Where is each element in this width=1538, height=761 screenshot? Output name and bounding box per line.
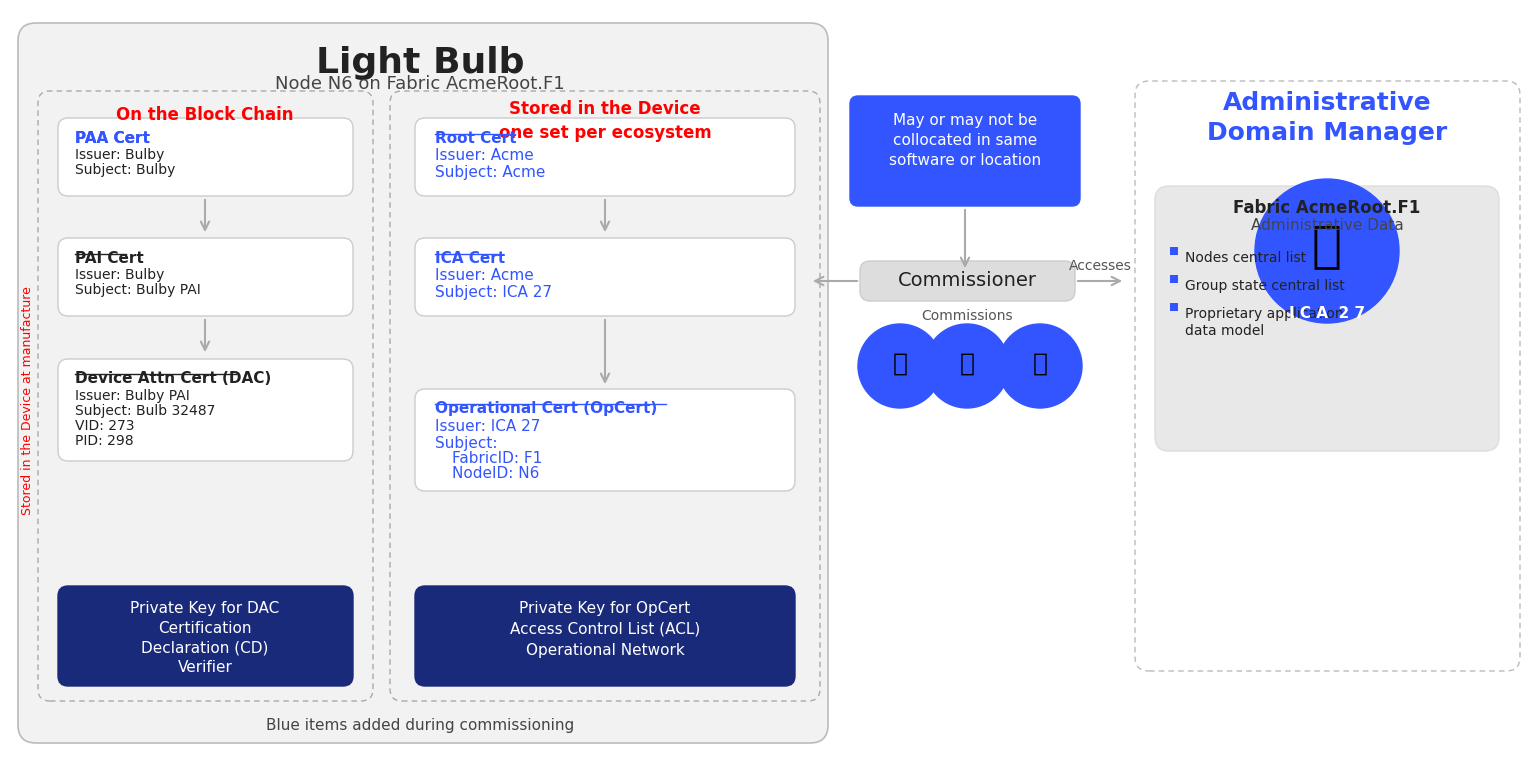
FancyBboxPatch shape (58, 118, 354, 196)
Circle shape (924, 324, 1009, 408)
Text: Subject: ICA 27: Subject: ICA 27 (435, 285, 552, 300)
Text: Commissioner: Commissioner (898, 271, 1037, 290)
Circle shape (998, 324, 1083, 408)
FancyBboxPatch shape (860, 261, 1075, 301)
Text: On the Block Chain: On the Block Chain (117, 106, 294, 124)
Text: Stored in the Device
one set per ecosystem: Stored in the Device one set per ecosyst… (498, 100, 712, 142)
FancyBboxPatch shape (18, 23, 827, 743)
FancyBboxPatch shape (415, 118, 795, 196)
Text: Operational Cert (OpCert): Operational Cert (OpCert) (435, 401, 657, 416)
Text: I C A  2 7: I C A 2 7 (1289, 306, 1366, 321)
Text: Light Bulb: Light Bulb (315, 46, 524, 80)
Text: Subject: Bulby PAI: Subject: Bulby PAI (75, 283, 201, 297)
Text: 🏛: 🏛 (1312, 222, 1343, 270)
Text: ICA Cert: ICA Cert (435, 251, 504, 266)
Text: Private Key for OpCert
Access Control List (ACL)
Operational Network: Private Key for OpCert Access Control Li… (511, 601, 700, 658)
FancyBboxPatch shape (1135, 81, 1520, 671)
Bar (1170, 303, 1178, 311)
FancyBboxPatch shape (1155, 186, 1500, 451)
Text: Issuer: ICA 27: Issuer: ICA 27 (435, 419, 540, 434)
FancyBboxPatch shape (58, 238, 354, 316)
Text: Subject: Acme: Subject: Acme (435, 165, 546, 180)
Circle shape (1255, 179, 1400, 323)
FancyBboxPatch shape (415, 238, 795, 316)
FancyBboxPatch shape (58, 359, 354, 461)
Text: PAA Cert: PAA Cert (75, 131, 149, 146)
Text: NodeID: N6: NodeID: N6 (452, 466, 540, 481)
Text: May or may not be
collocated in same
software or location: May or may not be collocated in same sof… (889, 113, 1041, 167)
Text: Issuer: Acme: Issuer: Acme (435, 148, 534, 163)
Text: Subject: Bulby: Subject: Bulby (75, 163, 175, 177)
FancyBboxPatch shape (391, 91, 820, 701)
Text: Issuer: Acme: Issuer: Acme (435, 268, 534, 283)
Text: Subject:: Subject: (435, 436, 497, 451)
Text: Private Key for DAC
Certification
Declaration (CD)
Verifier: Private Key for DAC Certification Declar… (131, 601, 280, 676)
Text: Commissions: Commissions (921, 309, 1014, 323)
Circle shape (858, 324, 941, 408)
FancyBboxPatch shape (415, 586, 795, 686)
Text: Issuer: Bulby: Issuer: Bulby (75, 148, 165, 162)
Bar (1170, 275, 1178, 283)
Text: 📱: 📱 (1032, 352, 1047, 376)
Text: VID: 273: VID: 273 (75, 419, 134, 433)
Bar (1170, 247, 1178, 255)
Text: Subject: Bulb 32487: Subject: Bulb 32487 (75, 404, 215, 418)
Text: Stored in the Device at manufacture: Stored in the Device at manufacture (22, 287, 34, 515)
Text: Issuer: Bulby: Issuer: Bulby (75, 268, 165, 282)
FancyBboxPatch shape (58, 586, 354, 686)
Text: PAI Cert: PAI Cert (75, 251, 143, 266)
Text: Nodes central list: Nodes central list (1184, 251, 1306, 265)
Text: Administrative
Domain Manager: Administrative Domain Manager (1207, 91, 1447, 145)
FancyBboxPatch shape (38, 91, 374, 701)
Text: Issuer: Bulby PAI: Issuer: Bulby PAI (75, 389, 189, 403)
Text: Administrative Data: Administrative Data (1250, 218, 1403, 233)
Text: 🗄: 🗄 (960, 352, 975, 376)
Text: FabricID: F1: FabricID: F1 (452, 451, 543, 466)
Text: PID: 298: PID: 298 (75, 434, 134, 448)
Text: Accesses: Accesses (1069, 259, 1132, 273)
Text: Blue items added during commissioning: Blue items added during commissioning (266, 718, 574, 733)
Text: 📱: 📱 (892, 352, 907, 376)
Text: Group state central list: Group state central list (1184, 279, 1344, 293)
Text: Root Cert: Root Cert (435, 131, 517, 146)
Text: PAA Cert: PAA Cert (75, 131, 149, 146)
Text: Proprietary application
data model: Proprietary application data model (1184, 307, 1344, 339)
FancyBboxPatch shape (415, 389, 795, 491)
Text: Device Attn Cert (DAC): Device Attn Cert (DAC) (75, 371, 271, 386)
FancyBboxPatch shape (851, 96, 1080, 206)
Text: Node N6 on Fabric AcmeRoot.F1: Node N6 on Fabric AcmeRoot.F1 (275, 75, 564, 93)
Text: Fabric AcmeRoot.F1: Fabric AcmeRoot.F1 (1233, 199, 1421, 217)
